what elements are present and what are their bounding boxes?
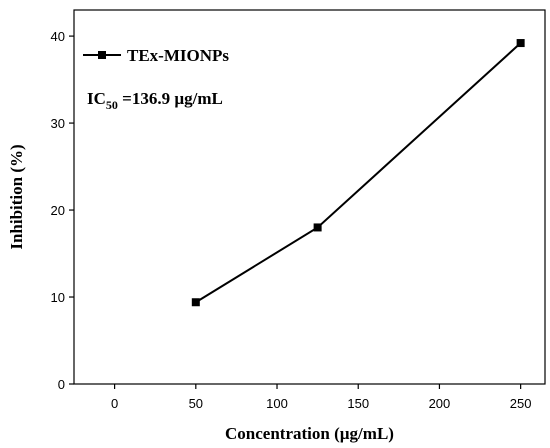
ic50-subscript: 50 (106, 98, 118, 112)
legend-label: TEx-MIONPs (127, 46, 229, 65)
x-tick-label: 0 (111, 396, 118, 411)
y-tick-label: 0 (58, 377, 65, 392)
x-axis-title: Concentration (µg/mL) (225, 424, 394, 443)
ic50-prefix: IC (87, 89, 106, 108)
plot-border (73, 9, 546, 385)
data-point (516, 39, 525, 48)
x-tick-label: 100 (266, 396, 288, 411)
x-tick-label: 50 (189, 396, 203, 411)
y-axis-title: Inhibition (%) (7, 144, 26, 249)
data-point (313, 223, 322, 232)
x-tick-label: 150 (347, 396, 369, 411)
y-axis-ticks: 0 10 20 30 40 (51, 29, 74, 392)
x-tick-label: 250 (510, 396, 532, 411)
legend: TEx-MIONPs (83, 46, 229, 65)
y-tick-label: 30 (51, 116, 65, 131)
x-axis-ticks: 0 50 100 150 200 250 (111, 384, 532, 411)
data-point (191, 298, 200, 307)
ic50-annotation: IC50 =136.9 µg/mL (87, 89, 223, 112)
series-line (195, 42, 522, 304)
legend-marker (98, 51, 106, 59)
x-tick-label: 200 (429, 396, 451, 411)
y-tick-label: 10 (51, 290, 65, 305)
plot-frame (73, 9, 546, 385)
y-tick-label: 20 (51, 203, 65, 218)
y-tick-label: 40 (51, 29, 65, 44)
series-layer (191, 39, 525, 307)
ic50-value: =136.9 µg/mL (118, 89, 223, 108)
